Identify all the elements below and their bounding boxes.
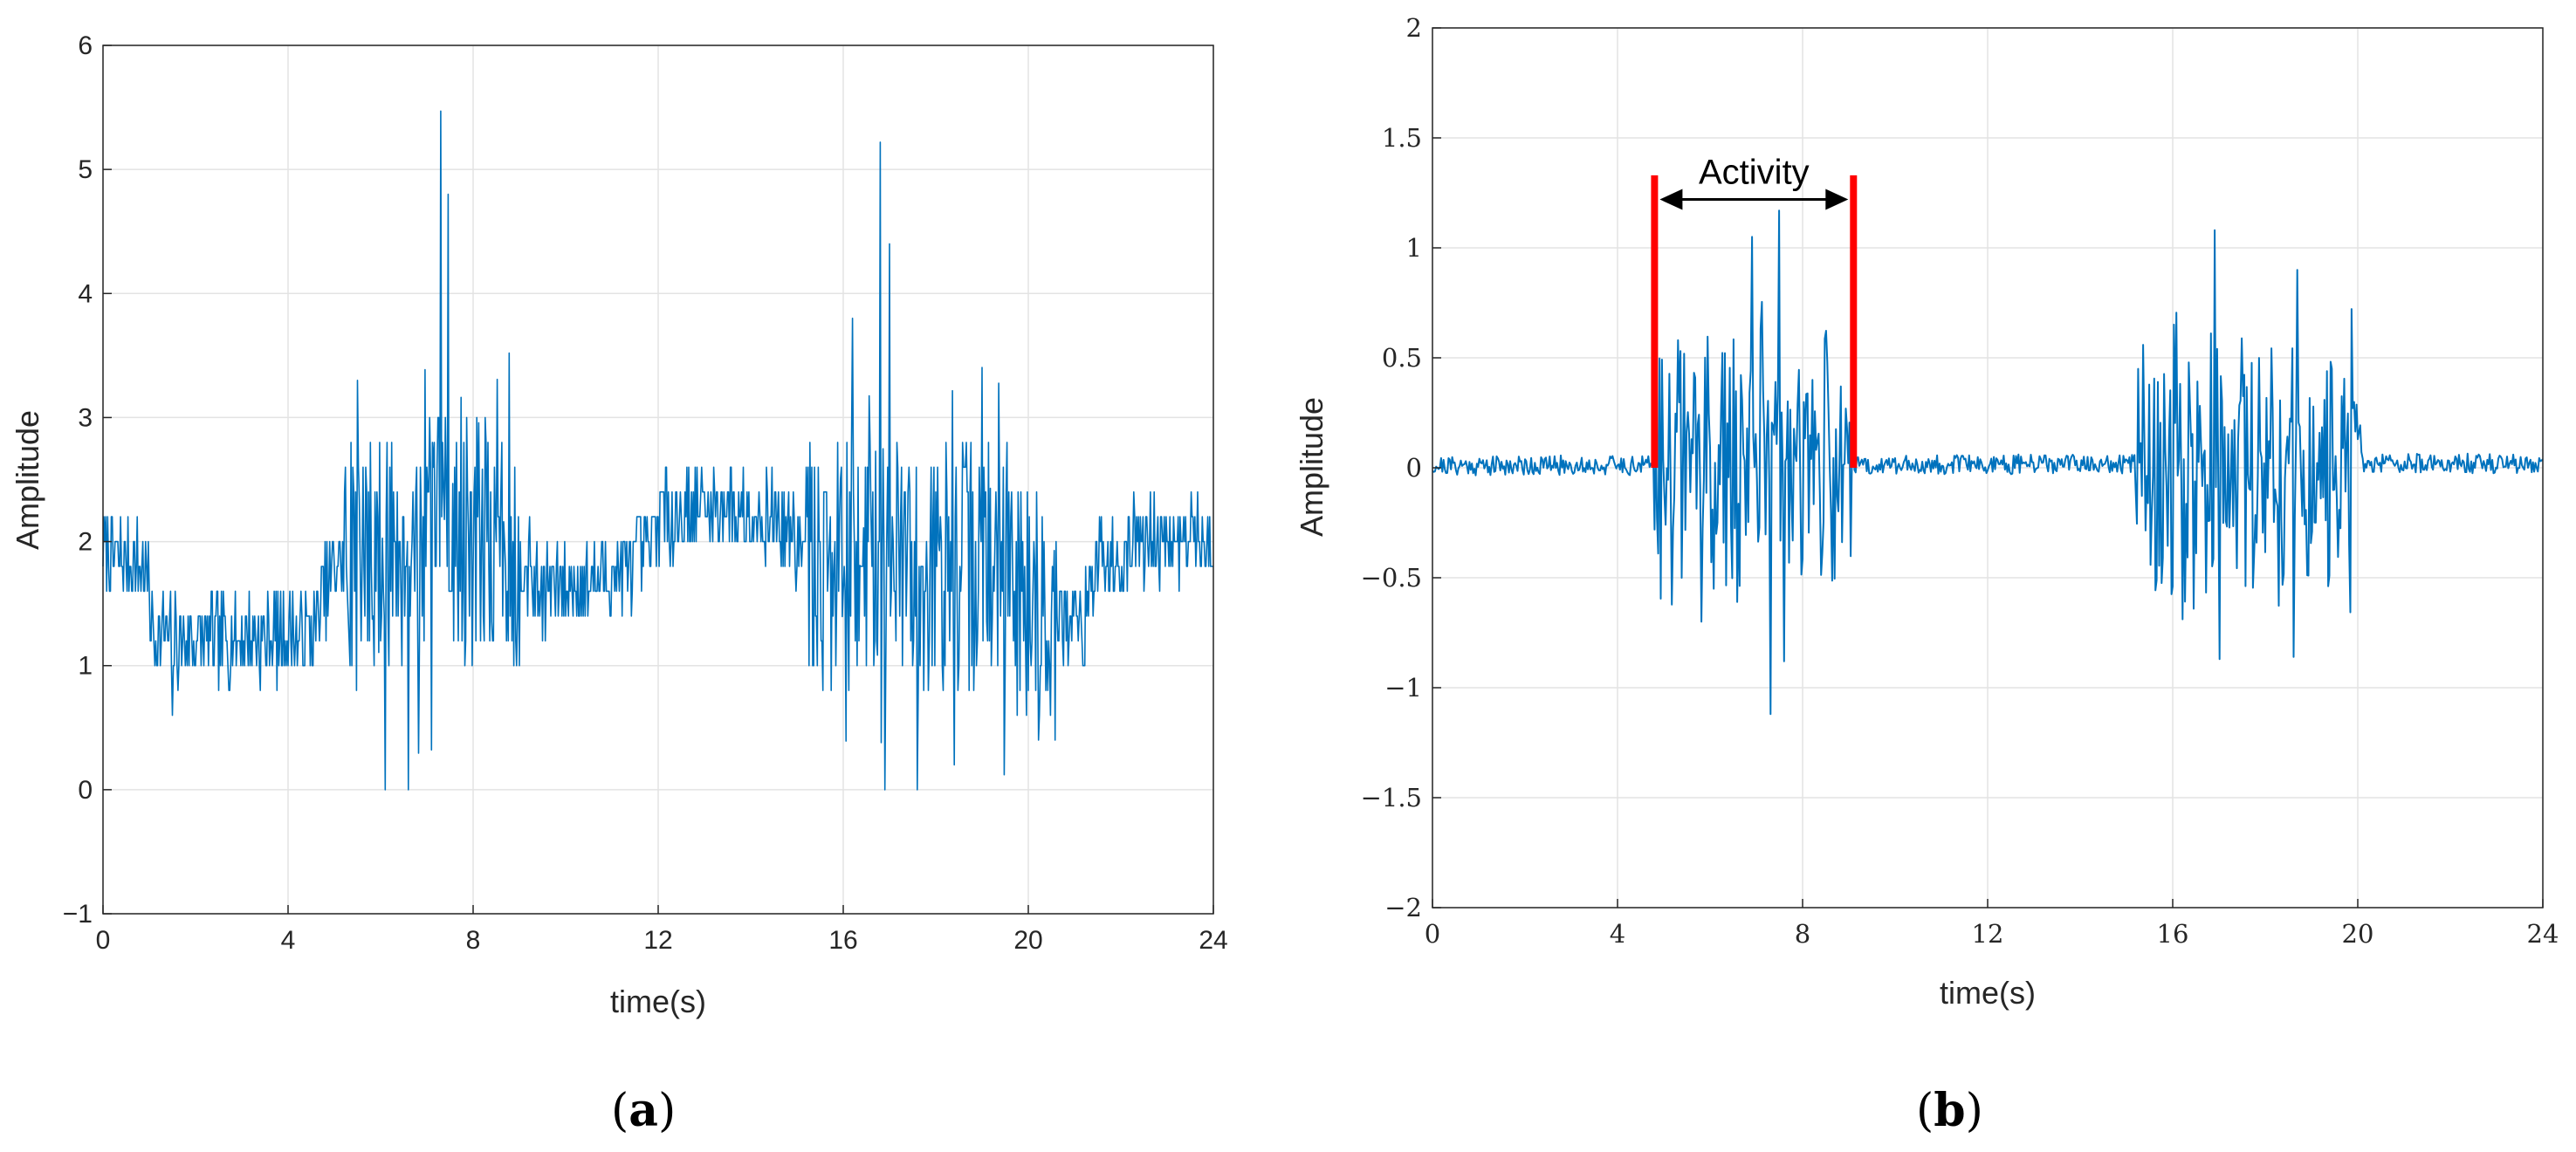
x-tick-label: 24 [1199,926,1227,955]
y-tick-label: −0.5 [1361,563,1422,593]
x-tick-label: 16 [828,926,857,955]
x-tick-label: 0 [1425,919,1440,949]
activity-arrow-right-head [1825,189,1849,210]
x-tick-label: 0 [96,926,111,955]
panel-a-caption-letter: a [629,1084,658,1137]
y-tick-label: 3 [78,403,93,432]
y-tick-label: 2 [78,528,93,557]
signal-line [102,110,1213,791]
x-tick-label: 20 [2342,919,2374,949]
x-tick-label: 12 [643,926,672,955]
x-tick-label: 20 [1013,926,1042,955]
activity-label: Activity [1699,154,1810,192]
y-tick-label: 1.5 [1382,123,1422,153]
y-tick-label: −1.5 [1361,783,1422,813]
y-tick-label: −1 [1384,673,1422,703]
x-tick-label: 4 [281,926,296,955]
y-tick-label: −1 [63,900,93,929]
activity-arrow-left-head [1659,189,1683,210]
panel-b-xlabel: time(s) [1940,975,2036,1011]
panel-a-series [102,110,1213,791]
x-tick-label: 16 [2157,919,2189,949]
y-tick-label: 0 [78,776,93,805]
panel-b-series [1432,209,2544,716]
x-tick-label: 24 [2527,919,2559,949]
panel-a-xlabel: time(s) [610,984,706,1019]
x-tick-label: 4 [1610,919,1625,949]
panel-b-ylabel: Amplitude [1294,397,1329,537]
panel-a-ylabel: Amplitude [10,410,45,550]
signal-line [1432,209,2544,716]
x-tick-label: 8 [1795,919,1810,949]
panel-b-caption-letter: b [1934,1084,1965,1137]
x-tick-label: 12 [1972,919,2004,949]
y-tick-label: 0.5 [1382,343,1422,373]
y-tick-label: 6 [78,31,93,60]
panel-b-ticks: 0 4 8 12 16 20 24 −2 −1.5 −1 −0.5 0 0.5 1 1.5 2 [1361,13,2559,949]
y-tick-label: −2 [1384,893,1422,922]
y-tick-label: 5 [78,155,93,184]
panel-b-caption: (b) [1916,1084,1983,1137]
y-tick-label: 1 [78,652,93,681]
y-tick-label: 2 [1406,13,1422,43]
panel-b-activity-annotation: Activity [1651,154,1858,468]
panel-a-caption: (a) [611,1084,676,1137]
y-tick-label: 4 [78,279,93,308]
x-tick-label: 8 [466,926,481,955]
y-tick-label: 1 [1406,233,1422,263]
y-tick-label: 0 [1406,453,1422,483]
panel-b: 0 4 8 12 16 20 24 −2 −1.5 −1 −0.5 0 0.5 1 1.5 2 Activit… [1294,13,2559,1137]
